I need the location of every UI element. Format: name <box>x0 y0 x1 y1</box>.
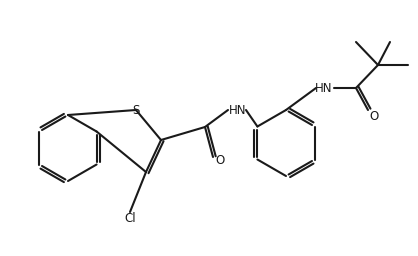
Text: S: S <box>133 103 140 116</box>
Text: Cl: Cl <box>124 211 136 225</box>
Text: HN: HN <box>315 81 333 94</box>
Text: O: O <box>215 155 224 167</box>
Text: HN: HN <box>229 103 247 116</box>
Text: O: O <box>370 110 379 123</box>
